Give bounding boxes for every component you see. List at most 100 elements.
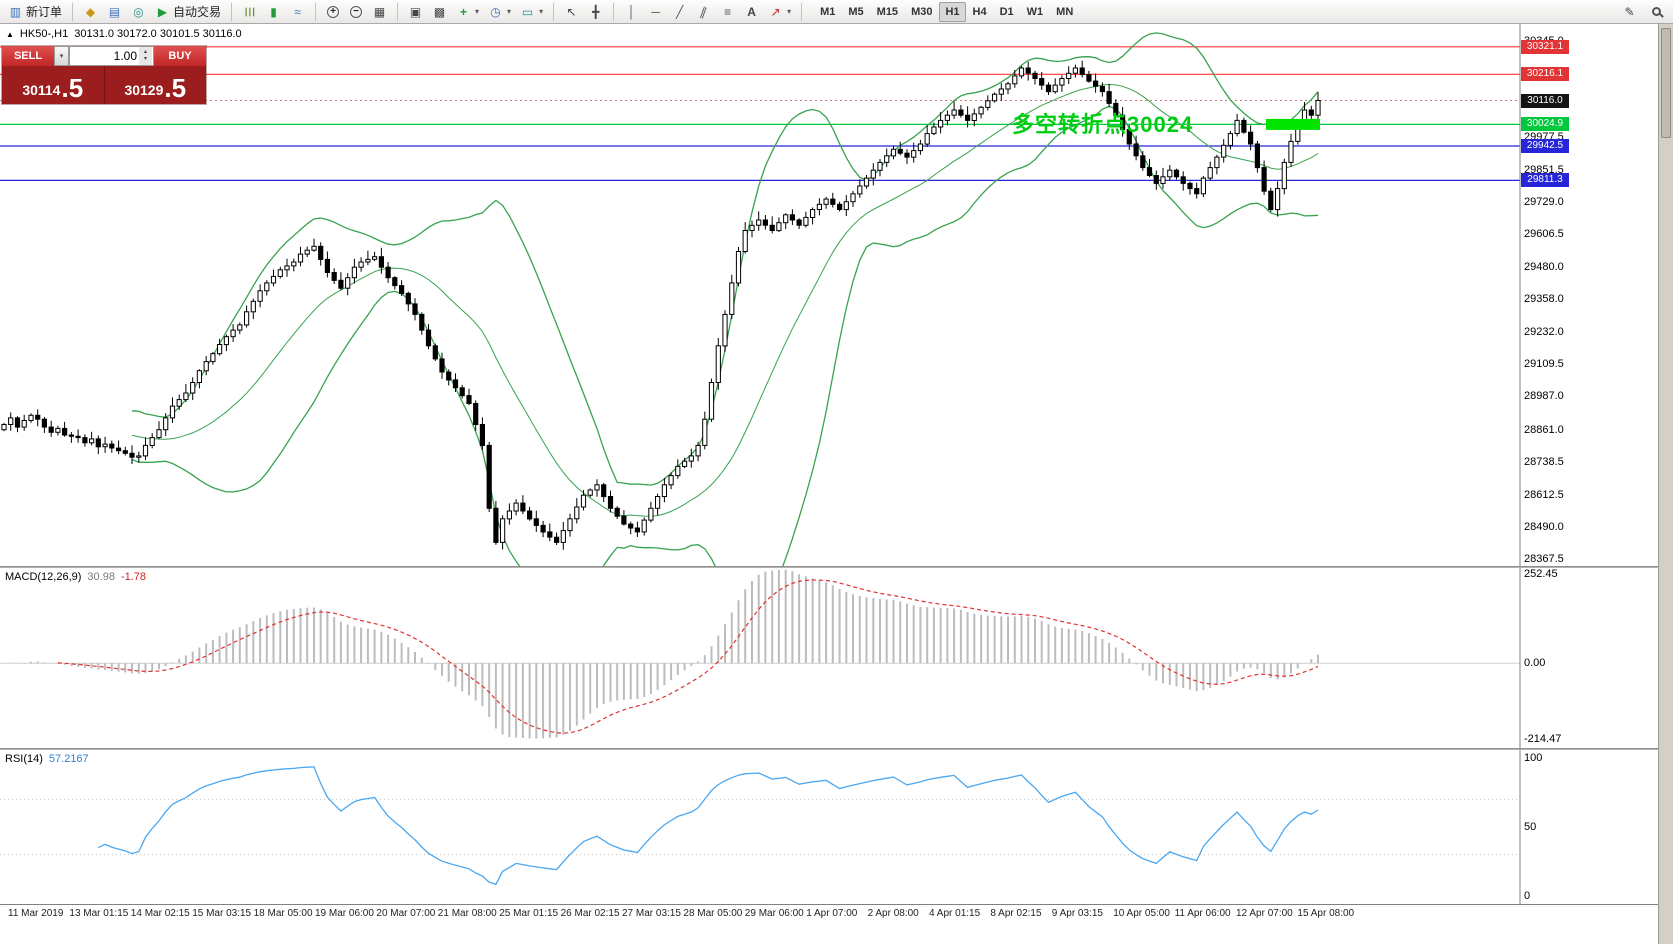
vertical-line-button[interactable]: │ [620, 2, 643, 22]
chevron-down-icon: ▾ [475, 7, 480, 16]
toolbar-separator [231, 2, 233, 21]
macd-label: MACD(12,26,9) 30.98 -1.78 [5, 571, 146, 583]
timeframe-h1[interactable]: H1 [939, 1, 966, 22]
toolbar-separator [72, 2, 74, 21]
chart-bars-button[interactable]: ☰ [238, 2, 261, 22]
time-axis-label: 13 Mar 01:15 [69, 908, 129, 919]
time-axis-label: 19 Mar 06:00 [315, 908, 374, 919]
scripts-icon: ◎ [133, 4, 144, 19]
time-axis-label: 4 Apr 01:15 [929, 908, 981, 919]
channel-icon: ∥ [698, 3, 709, 20]
sell-button[interactable]: SELL [2, 46, 54, 66]
sell-price[interactable]: 30114 .5 [2, 66, 105, 104]
trendline-button[interactable]: ╱ [668, 2, 691, 22]
indicators-button[interactable]: + ▾ [452, 2, 483, 22]
navigator-button[interactable]: ◆ [79, 2, 102, 22]
time-axis-label: 21 Mar 08:00 [437, 908, 497, 919]
chart-line-button[interactable]: ≈ [286, 2, 309, 22]
volume-input[interactable] [70, 47, 153, 65]
timeframe-w1[interactable]: W1 [1026, 5, 1044, 18]
buy-price-main: 30129 [124, 82, 164, 99]
time-axis-label: 10 Apr 05:00 [1113, 908, 1170, 919]
timeframe-h4[interactable]: H4 [972, 5, 987, 18]
toolbar-separator [397, 2, 399, 21]
timeframe-m1[interactable]: M1 [820, 5, 836, 18]
rsi-panel-canvas[interactable] [0, 750, 1658, 904]
timeframe-mn[interactable]: MN [1056, 5, 1074, 18]
one-click-top-row: SELL ▾ ▴ ▾ BUY [2, 46, 206, 66]
market-watch-icon: ▤ [108, 4, 121, 19]
time-axis-label: 8 Apr 02:15 [990, 908, 1042, 919]
rsi-label: RSI(14) 57.2167 [5, 753, 89, 765]
search-button[interactable] [1645, 2, 1667, 22]
window-scrollbar[interactable] [1658, 24, 1673, 944]
timeframe-m5[interactable]: M5 [848, 5, 864, 18]
chevron-down-icon: ▾ [787, 7, 792, 16]
new-order-button[interactable]: ▥ 新订单 [4, 2, 66, 22]
tile-windows-icon: ▦ [373, 4, 386, 19]
buy-button[interactable]: BUY [154, 46, 206, 66]
market-watch-button[interactable]: ▤ [103, 2, 126, 22]
new-order-label: 新订单 [26, 5, 63, 19]
macd-signal-value: -1.78 [120, 571, 147, 583]
periods-button[interactable]: ◷ ▾ [484, 2, 515, 22]
zoom-in-button[interactable]: + [322, 2, 344, 22]
cascade-windows-button[interactable]: ▣ [404, 2, 427, 22]
volume-field: ▴ ▾ [69, 46, 154, 66]
line-chart-icon: ≈ [294, 4, 301, 19]
chart-annotation-text: 多空转折点30024 [1012, 112, 1194, 137]
macd-panel-canvas[interactable] [0, 568, 1658, 748]
templates-button[interactable]: ▭ ▾ [516, 2, 547, 22]
text-tool-button[interactable]: A [740, 2, 763, 22]
time-axis-label: 27 Mar 03:15 [622, 908, 681, 919]
horizontal-line-icon: ─ [651, 4, 660, 19]
timeframe-m30[interactable]: M30 [911, 5, 933, 18]
time-axis-label: 28 Mar 05:00 [683, 908, 743, 919]
rsi-value: 57.2167 [48, 753, 89, 765]
timeframe-d1[interactable]: D1 [999, 5, 1014, 18]
volume-stepper[interactable]: ▴ ▾ [139, 47, 152, 65]
one-click-menu-button[interactable]: ▾ [54, 46, 69, 66]
autotrading-button[interactable]: ▶ 自动交易 [151, 2, 225, 22]
cursor-button[interactable]: ↖ [560, 2, 583, 22]
timeframe-m15[interactable]: M15 [876, 5, 899, 18]
chevron-down-icon: ▾ [59, 53, 64, 60]
crosshair-icon: ╋ [591, 4, 600, 19]
time-axis-label: 25 Mar 01:15 [499, 908, 559, 919]
chart-candles-button[interactable]: ▮ [262, 2, 285, 22]
arrows-tool-button[interactable]: ↗ ▾ [764, 2, 795, 22]
chart-window[interactable]: ▲ HK50-,H1 30131.0 30172.0 30101.5 30116… [0, 24, 1658, 944]
vertical-line-icon: │ [627, 4, 636, 19]
time-axis-label: 14 Mar 02:15 [130, 908, 190, 919]
template-icon: ▭ [521, 4, 534, 19]
main-toolbar: ▥ 新订单 ◆ ▤ ◎ ▶ 自动交易 ☰ ▮ ≈ + − ▦ ▣ ▩ + ▾ ◷… [0, 0, 1673, 24]
zoom-out-button[interactable]: − [345, 2, 367, 22]
scrollbar-thumb[interactable] [1661, 28, 1671, 138]
scripts-button[interactable]: ◎ [127, 2, 150, 22]
symbol-period-label: HK50-,H1 [19, 28, 69, 40]
add-indicator-icon: + [460, 4, 468, 19]
time-axis-label: 1 Apr 07:00 [806, 908, 858, 919]
spin-down-icon[interactable]: ▾ [143, 56, 147, 62]
edit-button[interactable]: ✎ [1618, 2, 1641, 22]
fibonacci-button[interactable]: ≡ [716, 2, 739, 22]
toolbar-separator [553, 2, 555, 21]
sell-price-main: 30114 [22, 82, 61, 99]
ohlc-values: 30131.0 30172.0 30101.5 30116.0 [74, 28, 242, 40]
arrows-tool-icon: ↗ [770, 4, 781, 19]
time-axis-label: 20 Mar 07:00 [376, 908, 436, 919]
channel-button[interactable]: ∥ [692, 2, 715, 22]
horizontal-line-button[interactable]: ─ [644, 2, 667, 22]
toolbar-right-group: ✎ [1618, 2, 1669, 22]
panel-splitter[interactable] [0, 566, 1658, 568]
panel-splitter[interactable] [0, 748, 1658, 750]
tile-windows-button[interactable]: ▦ [368, 2, 391, 22]
spin-up-icon[interactable]: ▴ [143, 48, 147, 55]
buy-price[interactable]: 30129 .5 [105, 66, 207, 104]
crosshair-button[interactable]: ╋ [584, 2, 607, 22]
arrange-windows-button[interactable]: ▩ [428, 2, 451, 22]
main-chart-canvas[interactable] [0, 24, 1658, 566]
cursor-icon: ↖ [566, 4, 577, 19]
text-tool-icon: A [747, 4, 756, 19]
time-axis-label: 12 Apr 07:00 [1236, 908, 1293, 919]
